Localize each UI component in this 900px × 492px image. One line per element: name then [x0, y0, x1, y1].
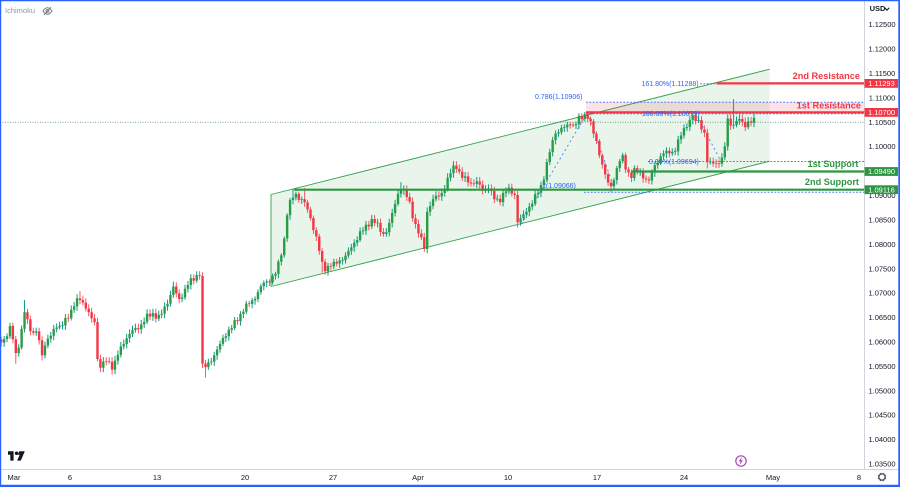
svg-text:1.12000: 1.12000 — [868, 45, 895, 54]
svg-text:0.00%(1.09694): 0.00%(1.09694) — [649, 159, 699, 166]
svg-text:8: 8 — [857, 473, 861, 482]
svg-text:27: 27 — [329, 473, 337, 482]
svg-text:100.00%(1.10679): 100.00%(1.10679) — [642, 111, 700, 118]
svg-text:1.05500: 1.05500 — [868, 362, 895, 371]
svg-text:1.11500: 1.11500 — [869, 69, 896, 78]
svg-text:1.04000: 1.04000 — [868, 435, 895, 444]
svg-text:17: 17 — [593, 473, 601, 482]
svg-text:1.09490: 1.09490 — [868, 167, 895, 176]
svg-text:24: 24 — [680, 473, 688, 482]
svg-text:10: 10 — [504, 473, 512, 482]
svg-text:1.05000: 1.05000 — [868, 386, 895, 395]
svg-text:1st Support: 1st Support — [807, 159, 858, 169]
svg-text:Ichimoku: Ichimoku — [5, 6, 35, 15]
svg-text:161.80%(1.11288): 161.80%(1.11288) — [642, 81, 699, 88]
svg-text:1.09000: 1.09000 — [868, 191, 895, 200]
svg-text:1.11000: 1.11000 — [869, 93, 896, 102]
svg-text:13: 13 — [153, 473, 161, 482]
svg-text:1.06500: 1.06500 — [868, 313, 895, 322]
svg-text:Mar: Mar — [8, 473, 21, 482]
svg-text:1.03500: 1.03500 — [868, 460, 895, 469]
svg-text:1.11293: 1.11293 — [868, 79, 895, 88]
svg-text:1.06000: 1.06000 — [868, 338, 895, 347]
svg-text:1.08000: 1.08000 — [868, 240, 895, 249]
svg-text:6: 6 — [68, 473, 72, 482]
svg-text:2nd Resistance: 2nd Resistance — [793, 71, 860, 81]
svg-text:1st Resistance: 1st Resistance — [797, 100, 861, 110]
svg-text:1.10500: 1.10500 — [868, 118, 895, 127]
svg-text:1.07000: 1.07000 — [868, 289, 895, 298]
svg-text:Apr: Apr — [412, 473, 424, 482]
svg-text:0.786(1.10906): 0.786(1.10906) — [535, 94, 582, 101]
svg-text:1.07500: 1.07500 — [868, 264, 895, 273]
svg-text:May: May — [766, 473, 780, 482]
svg-text:1.08500: 1.08500 — [868, 215, 895, 224]
svg-text:20: 20 — [241, 473, 249, 482]
svg-text:1.09116: 1.09116 — [868, 185, 895, 194]
svg-text:1(1.09066): 1(1.09066) — [542, 183, 576, 190]
svg-text:1.04500: 1.04500 — [868, 411, 895, 420]
svg-text:1.10000: 1.10000 — [868, 142, 895, 151]
svg-text:1.12500: 1.12500 — [868, 20, 895, 29]
svg-text:2nd Support: 2nd Support — [805, 177, 859, 187]
svg-text:1.10700: 1.10700 — [868, 108, 895, 117]
svg-text:USD: USD — [870, 4, 886, 13]
